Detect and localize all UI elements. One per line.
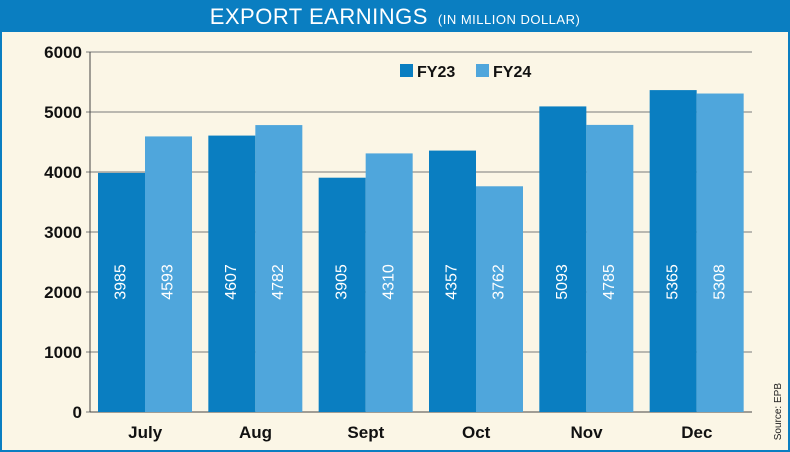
bar-fy24	[696, 93, 744, 413]
bar-fy23	[318, 177, 366, 412]
y-tick-label: 3000	[44, 223, 82, 242]
y-tick-label: 6000	[44, 43, 82, 62]
bar-fy24	[255, 125, 303, 412]
legend-label-fy24: FY24	[493, 64, 531, 81]
y-tick-label: 1000	[44, 343, 82, 362]
bar-value-label: 4782	[270, 264, 287, 300]
chart-title: EXPORT EARNINGS	[209, 4, 428, 29]
bar-value-label: 4785	[601, 264, 618, 300]
bar-fy23	[98, 172, 145, 412]
x-tick-label: Dec	[681, 423, 712, 442]
bar-value-label: 5093	[554, 264, 571, 300]
y-tick-label: 2000	[44, 283, 82, 302]
bar-fy24	[586, 124, 634, 413]
bar-fy23	[539, 106, 587, 413]
bar-value-label: 3985	[113, 264, 130, 300]
y-tick-label: 4000	[44, 163, 82, 182]
x-tick-label: Aug	[239, 423, 272, 442]
x-tick-label: Oct	[462, 423, 491, 442]
legend-label-fy23: FY23	[417, 64, 455, 81]
legend-swatch-fy23	[400, 64, 413, 77]
bar-value-label: 3905	[333, 264, 350, 300]
x-tick-label: Sept	[347, 423, 384, 442]
legend-swatch-fy24	[476, 64, 489, 77]
title-bar: EXPORT EARNINGS (IN MILLION DOLLAR)	[2, 2, 788, 32]
bar-value-label: 5365	[664, 264, 681, 300]
bar-fy23	[429, 150, 476, 412]
chart-subtitle: (IN MILLION DOLLAR)	[437, 11, 581, 27]
source-note: Source: EPB	[773, 382, 784, 440]
x-tick-label: Nov	[570, 423, 603, 442]
y-tick-label: 5000	[44, 103, 82, 122]
bar-value-label: 4357	[444, 264, 461, 300]
bar-value-label: 4593	[160, 264, 177, 300]
bar-value-label: 4607	[223, 264, 240, 300]
bar-fy23	[208, 135, 256, 412]
bar-fy23	[649, 90, 697, 412]
y-tick-label: 0	[73, 403, 82, 422]
bar-fy24	[145, 136, 192, 413]
bar-fy24	[476, 186, 523, 412]
x-tick-label: July	[128, 423, 163, 442]
bar-fy24	[365, 153, 413, 412]
bar-value-label: 3762	[491, 264, 508, 300]
bar-value-label: 4310	[380, 264, 397, 300]
bar-value-label: 5308	[711, 264, 728, 300]
